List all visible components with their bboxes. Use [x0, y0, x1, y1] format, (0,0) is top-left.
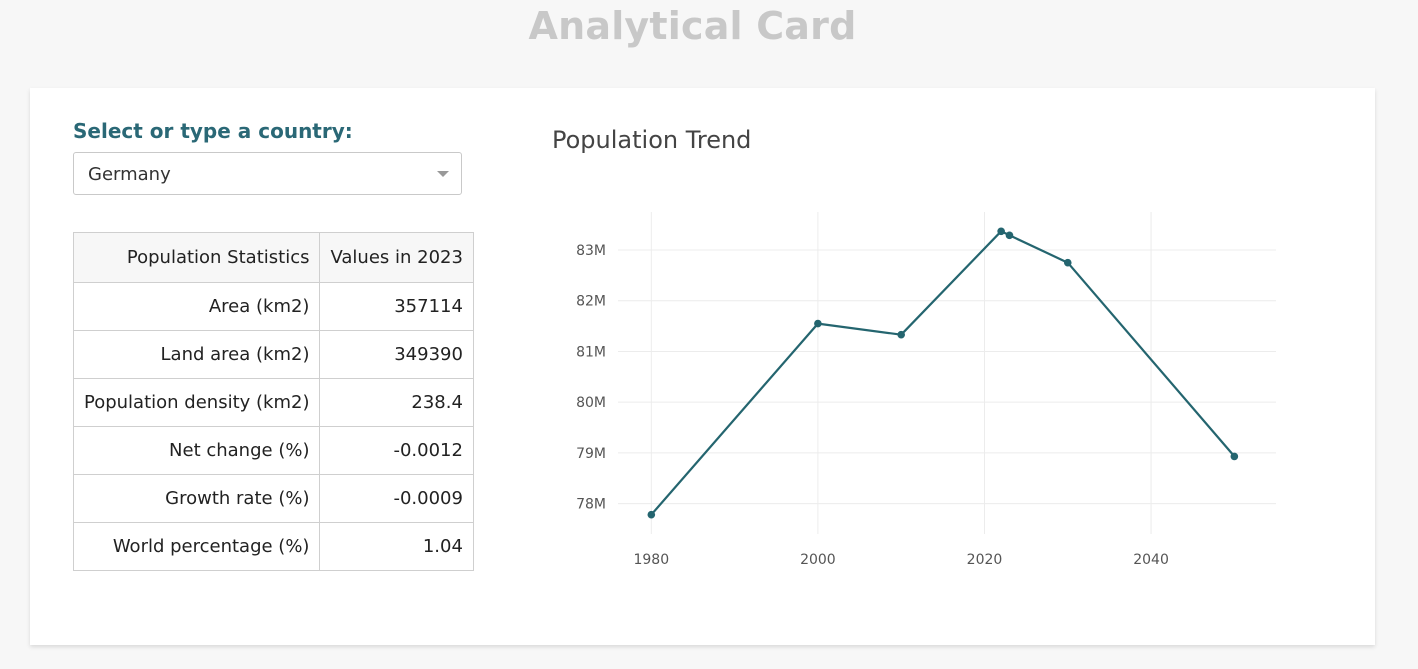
page-title: Analytical Card	[528, 4, 857, 48]
table-header-value: Values in 2023	[319, 232, 474, 283]
table-row: Area (km2) 357114	[72, 282, 474, 331]
row-value: 238.4	[319, 378, 474, 427]
table-header-row: Population Statistics Values in 2023	[72, 232, 474, 283]
row-label: Area (km2)	[72, 282, 321, 331]
y-tick-label: 80M	[576, 395, 606, 411]
table-header-statistic: Population Statistics	[72, 232, 321, 283]
x-tick-label: 1980	[633, 552, 669, 568]
row-label: Population density (km2)	[72, 378, 321, 427]
data-point	[1230, 452, 1239, 461]
analytical-card: Select or type a country: Germany Popula…	[30, 88, 1375, 645]
data-point	[1005, 231, 1014, 240]
row-value: 349390	[319, 330, 474, 379]
table-row: Population density (km2) 238.4	[72, 378, 474, 427]
row-label: Growth rate (%)	[72, 474, 321, 523]
table-row: Growth rate (%) -0.0009	[72, 474, 474, 523]
population-stats-table: Population Statistics Values in 2023 Are…	[72, 232, 474, 571]
series-line	[650, 230, 1236, 516]
row-label: Land area (km2)	[72, 330, 321, 379]
x-tick-label: 2040	[1133, 552, 1169, 568]
table-row: World percentage (%) 1.04	[72, 522, 474, 571]
y-tick-label: 78M	[576, 497, 606, 513]
y-tick-label: 83M	[576, 243, 606, 259]
data-point	[1063, 258, 1072, 267]
population-trend-chart: 78M 79M 80M 81M 82M 83M 1980 2000 2020 2040	[576, 212, 1276, 568]
country-select-label: Select or type a country:	[73, 119, 353, 143]
y-tick-label: 81M	[576, 344, 606, 360]
y-tick-label: 79M	[576, 446, 606, 462]
table-row: Land area (km2) 349390	[72, 330, 474, 379]
row-value: 357114	[319, 282, 474, 331]
x-tick-label: 2000	[800, 552, 836, 568]
chart-title: Population Trend	[552, 126, 752, 154]
country-dropdown-value: Germany	[88, 164, 171, 185]
row-label: World percentage (%)	[72, 522, 321, 571]
country-dropdown[interactable]: Germany	[73, 152, 462, 195]
row-value: -0.0009	[319, 474, 474, 523]
data-point	[647, 510, 656, 519]
y-tick-label: 82M	[576, 294, 606, 310]
data-point	[997, 227, 1005, 236]
caret-down-icon[interactable]	[437, 171, 449, 177]
x-tick-label: 2020	[967, 552, 1003, 568]
row-value: 1.04	[319, 522, 474, 571]
data-point	[897, 330, 905, 339]
data-point	[814, 319, 822, 328]
